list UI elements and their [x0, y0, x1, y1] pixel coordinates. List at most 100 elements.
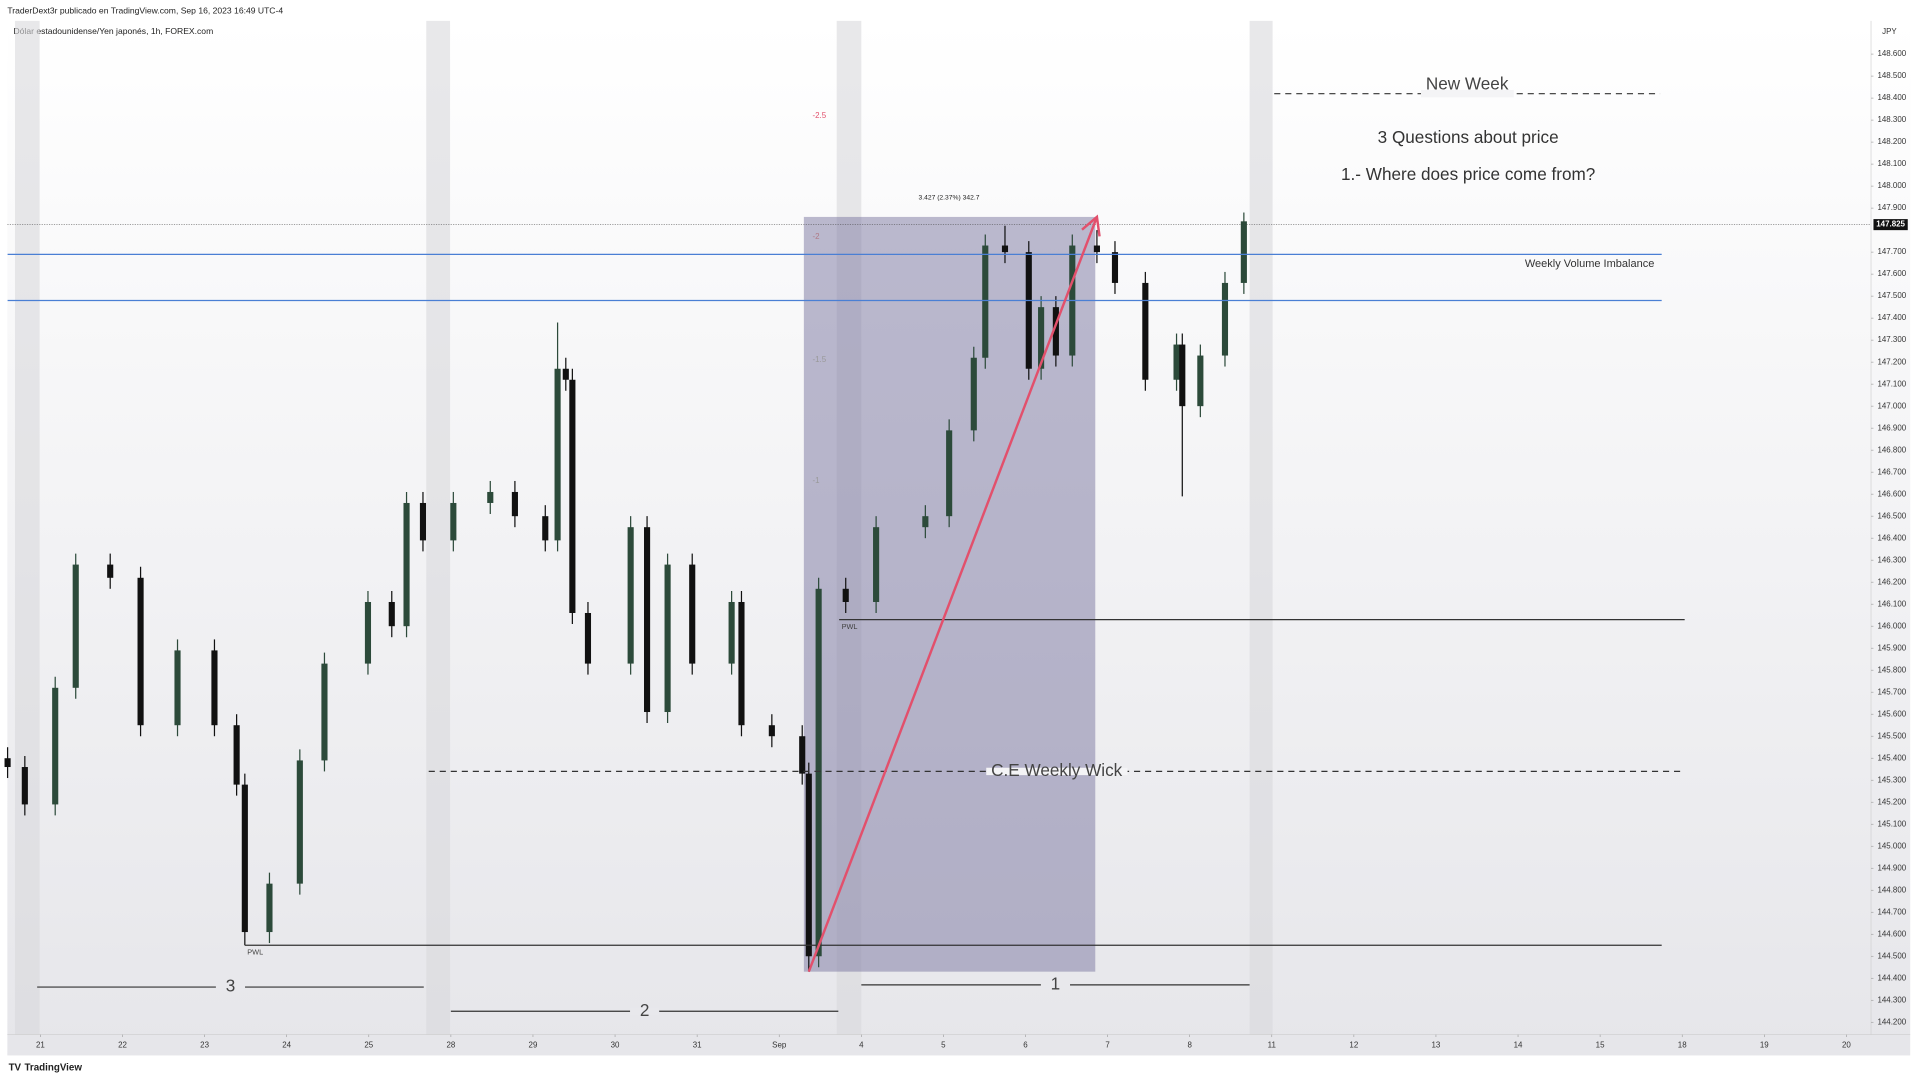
candle-body — [768, 725, 775, 737]
measurement: 3.427 (2.37%) 342.7 — [918, 194, 979, 201]
candle-body — [970, 357, 977, 431]
y-tick-label: 147.400 — [1877, 313, 1906, 322]
x-tick-label: 28 — [446, 1041, 455, 1050]
y-tick-label: 146.500 — [1877, 511, 1906, 520]
candle-body — [364, 601, 372, 664]
logo: TV — [9, 1062, 22, 1073]
level-label: PWL — [247, 948, 263, 957]
leg-label: 2 — [640, 1000, 650, 1020]
x-tick-label: Sep — [772, 1041, 787, 1050]
x-tick-label: 11 — [1268, 1041, 1277, 1050]
candle-body — [1025, 252, 1032, 369]
y-tick-label: 145.800 — [1877, 665, 1906, 674]
candle-body — [1221, 282, 1229, 356]
candle-body — [1001, 245, 1009, 253]
y-tick-label: 148.200 — [1877, 137, 1906, 146]
y-tick-label: 146.400 — [1877, 533, 1906, 542]
candle-body — [241, 784, 248, 933]
candle-body — [689, 564, 696, 664]
arrow — [807, 216, 1099, 973]
session-break — [426, 20, 451, 1035]
candle-body — [873, 527, 880, 602]
y-tick-label: 147.600 — [1877, 269, 1906, 278]
y-tick-label: 148.100 — [1877, 159, 1906, 168]
fib-label: -1 — [812, 476, 820, 485]
y-tick-label: 147.000 — [1877, 401, 1906, 410]
candle-body — [450, 502, 457, 541]
x-tick-label: 5 — [941, 1041, 946, 1050]
candle-body — [52, 687, 59, 805]
y-tick-label: 146.200 — [1877, 577, 1906, 586]
x-tick-label: 24 — [282, 1041, 291, 1050]
note: 1.- Where does price come from? — [1341, 164, 1595, 184]
candle-body — [233, 725, 240, 785]
x-tick-label: 18 — [1678, 1041, 1687, 1050]
y-tick-label: 148.300 — [1877, 115, 1906, 124]
currency: JPY — [1882, 27, 1897, 36]
x-tick-label: 7 — [1105, 1041, 1110, 1050]
candle-body — [321, 663, 328, 761]
candle-body — [21, 767, 28, 805]
last-price-label: 147.825 — [1876, 220, 1905, 229]
candle-body — [1197, 355, 1204, 407]
candle-body — [738, 601, 745, 726]
candle-body — [842, 588, 849, 602]
candle-body — [72, 564, 79, 688]
candle-body — [664, 564, 671, 713]
y-tick-label: 146.300 — [1877, 555, 1906, 564]
y-tick-label: 145.000 — [1877, 841, 1906, 850]
y-tick-label: 144.900 — [1877, 863, 1906, 872]
candle-body — [1052, 307, 1059, 356]
x-tick-label: 25 — [364, 1041, 373, 1050]
x-tick-label: 21 — [36, 1041, 45, 1050]
x-tick-label: 13 — [1432, 1041, 1441, 1050]
candle-body — [562, 368, 569, 380]
candle-body — [174, 650, 181, 726]
candle-body — [805, 773, 812, 957]
y-tick-label: 146.700 — [1877, 467, 1906, 476]
y-tick-label: 145.400 — [1877, 753, 1906, 762]
label-bg — [1420, 90, 1514, 98]
candle-body — [487, 491, 494, 503]
header: TraderDext3r publicado en TradingView.co… — [7, 5, 283, 15]
y-tick-label: 148.400 — [1877, 93, 1906, 102]
candle-body — [511, 491, 518, 517]
x-tick-label: 8 — [1187, 1041, 1192, 1050]
candle-body — [946, 430, 953, 517]
y-tick-label: 146.000 — [1877, 621, 1906, 630]
candle-body — [4, 758, 11, 768]
leg-label: 3 — [226, 976, 236, 996]
last-price-tag — [1873, 219, 1908, 231]
y-tick-label: 144.600 — [1877, 929, 1906, 938]
candle-body — [137, 577, 144, 726]
range-box — [803, 216, 1096, 972]
candle-body — [419, 502, 427, 541]
candle-body — [554, 368, 561, 541]
candle-body — [403, 502, 410, 627]
x-tick-label: 29 — [529, 1041, 538, 1050]
chart-title: Dólar estadounidense/Yen japonés, 1h, FO… — [13, 26, 213, 36]
label-bg — [986, 767, 1128, 776]
y-tick-label: 145.200 — [1877, 797, 1906, 806]
x-tick-label: 6 — [1023, 1041, 1028, 1050]
y-tick-label: 146.100 — [1877, 599, 1906, 608]
candle-body — [1111, 252, 1119, 283]
candle-body — [728, 601, 735, 664]
candle-body — [107, 564, 114, 578]
candle-body — [1093, 245, 1100, 253]
note: 3 Questions about price — [1378, 127, 1559, 147]
candle-body — [1179, 344, 1186, 407]
y-tick-label: 144.400 — [1877, 973, 1906, 982]
candle-body — [799, 736, 806, 774]
y-tick-label: 145.100 — [1877, 819, 1906, 828]
y-tick-label: 144.200 — [1877, 1017, 1906, 1026]
y-tick-label: 147.900 — [1877, 203, 1906, 212]
level-label: Weekly Volume Imbalance — [1525, 258, 1654, 270]
candle-body — [569, 379, 576, 613]
candle-body — [982, 245, 989, 358]
session-break — [1249, 20, 1273, 1035]
y-tick-label: 147.200 — [1877, 357, 1906, 366]
level-label: PWL — [842, 622, 858, 631]
footer: TradingView — [24, 1062, 82, 1073]
x-tick-label: 15 — [1596, 1041, 1605, 1050]
